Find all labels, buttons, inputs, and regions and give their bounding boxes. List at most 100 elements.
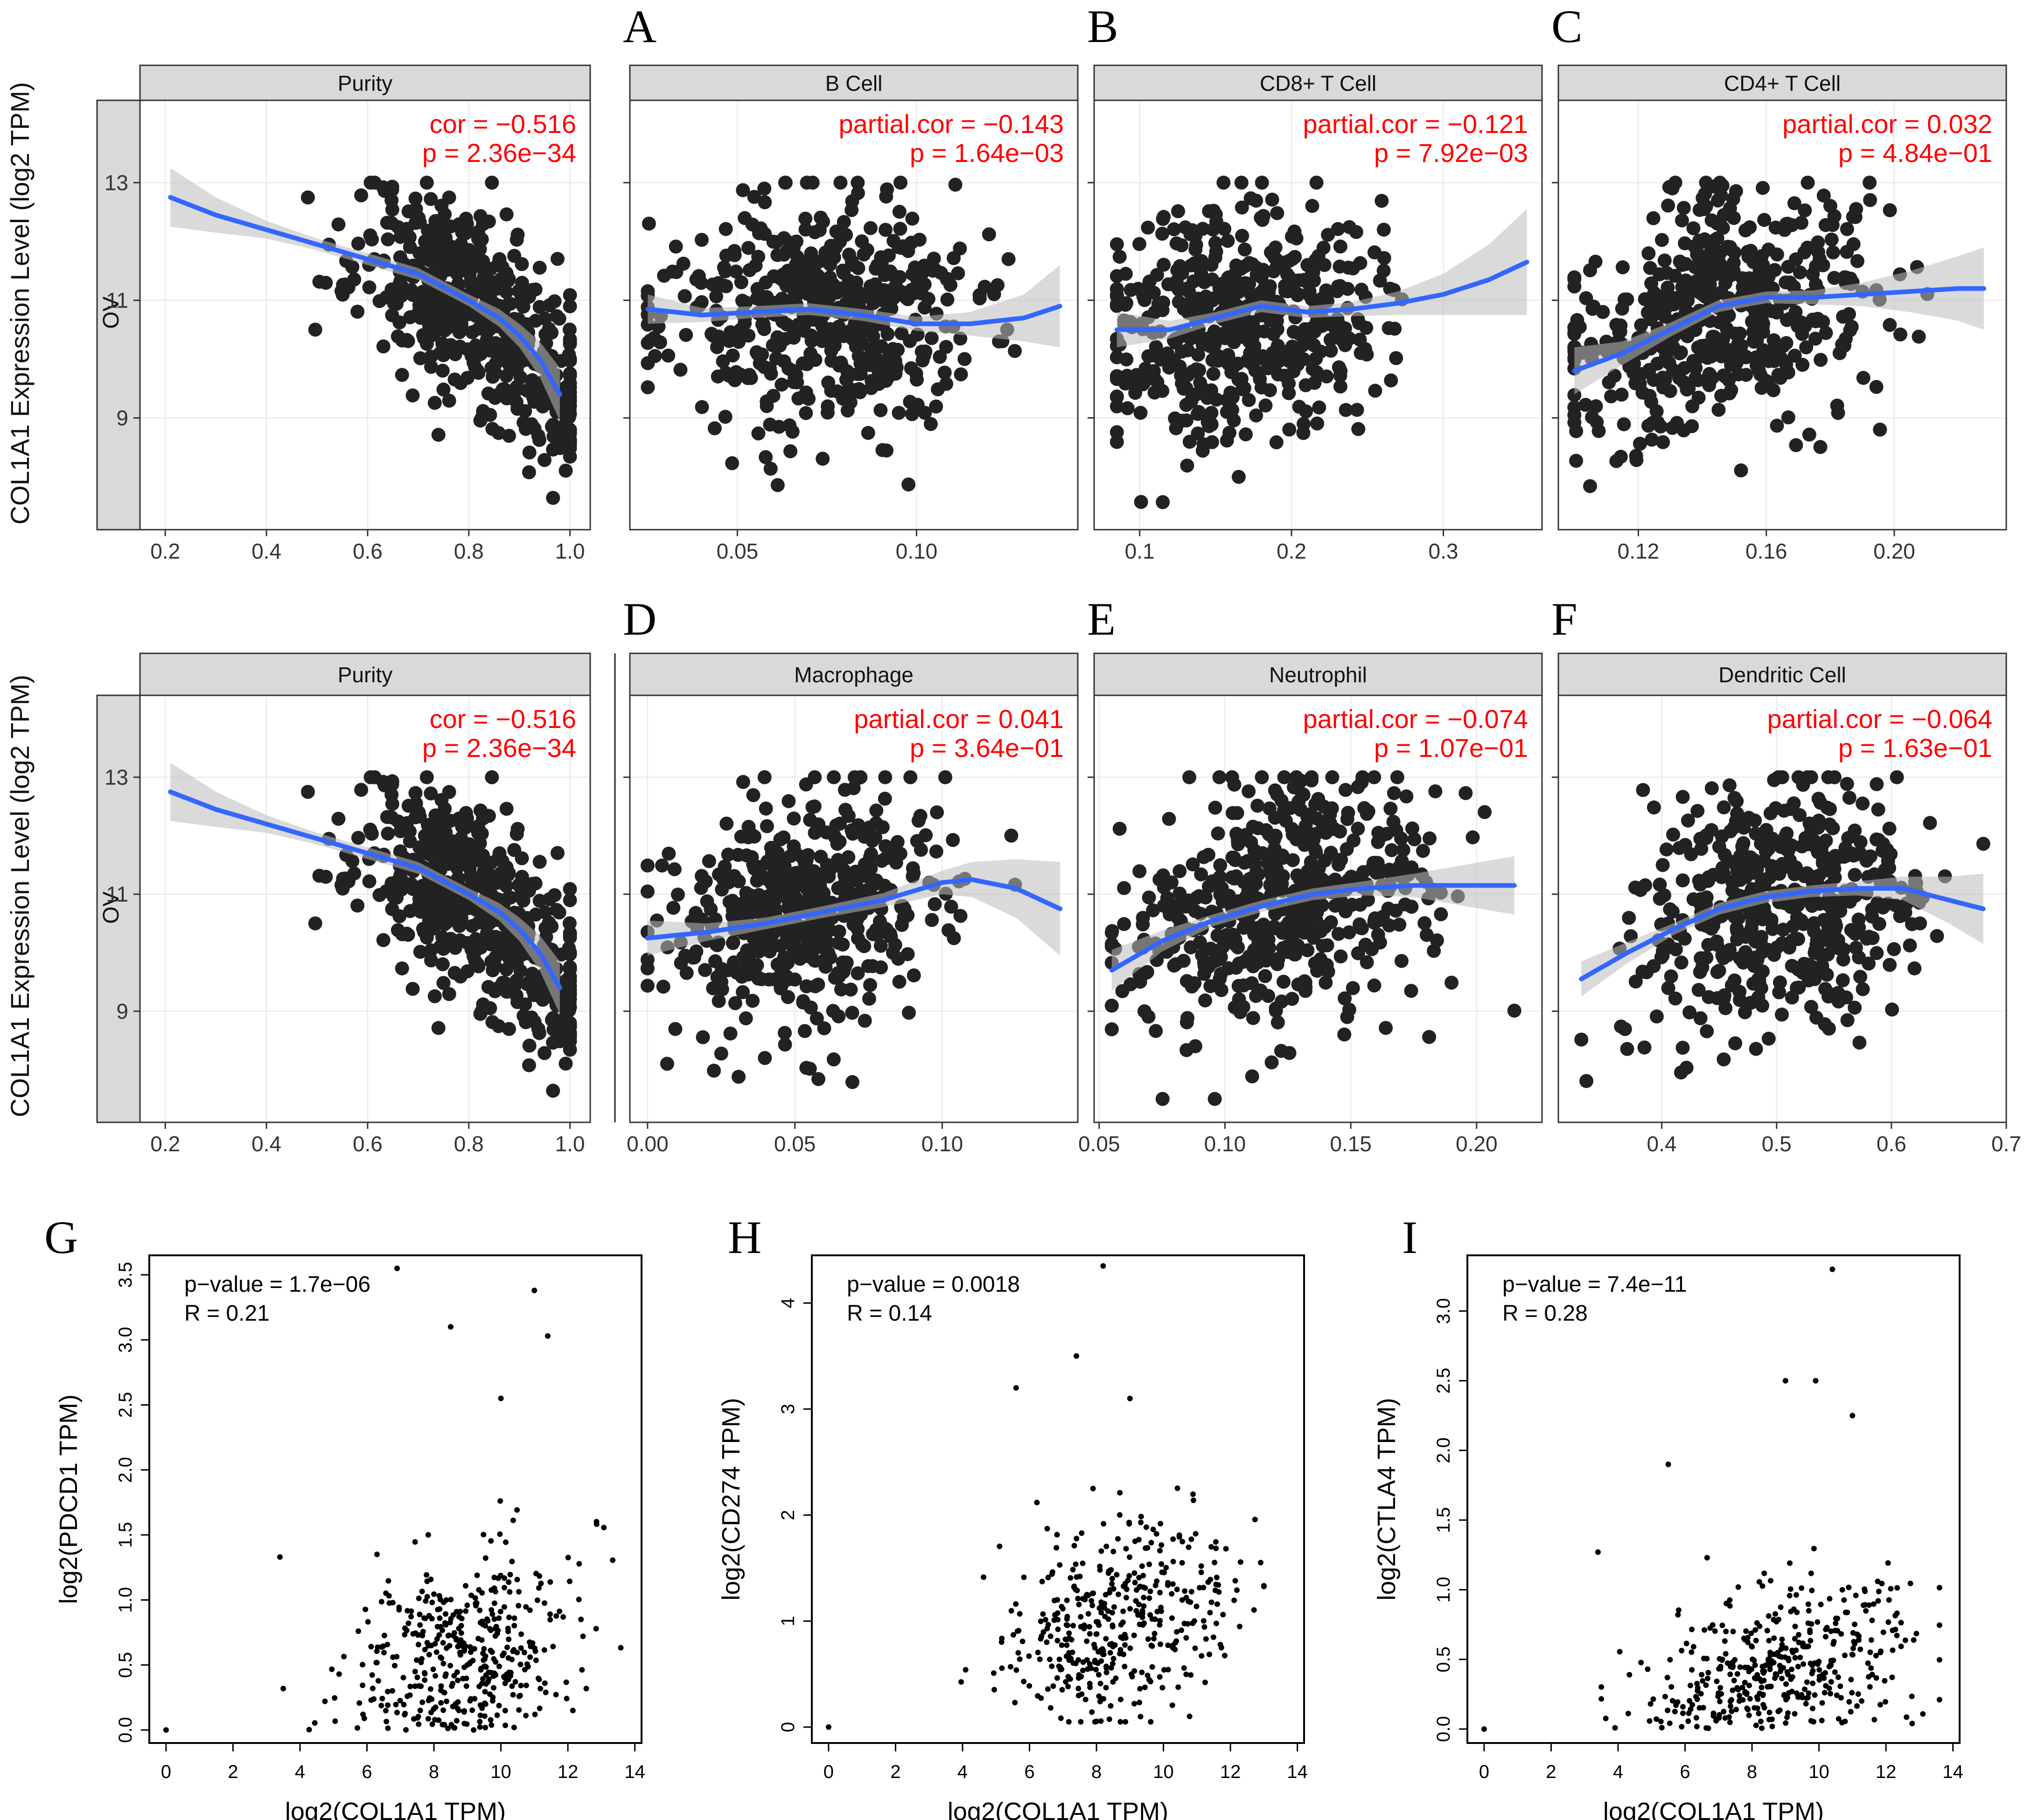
data-point bbox=[397, 1698, 403, 1704]
data-point bbox=[897, 910, 911, 925]
data-point bbox=[641, 284, 655, 299]
data-point bbox=[1747, 853, 1762, 868]
data-point bbox=[1186, 1714, 1193, 1719]
data-point bbox=[563, 434, 577, 448]
data-point bbox=[1779, 275, 1793, 290]
data-point bbox=[1264, 245, 1278, 259]
annotation-r-value: R = 0.21 bbox=[184, 1301, 270, 1326]
data-point bbox=[488, 1538, 494, 1544]
data-point bbox=[760, 394, 774, 409]
data-point bbox=[563, 969, 577, 984]
data-point bbox=[1840, 777, 1854, 791]
data-point bbox=[360, 1711, 366, 1717]
x-tick-label: 0.4 bbox=[1647, 1132, 1677, 1156]
data-point bbox=[1384, 373, 1398, 388]
data-point bbox=[817, 286, 831, 300]
data-point bbox=[886, 342, 900, 356]
data-point bbox=[1780, 217, 1795, 231]
data-point bbox=[1096, 1605, 1103, 1611]
data-point bbox=[1345, 897, 1359, 912]
data-point bbox=[1399, 789, 1414, 804]
data-point bbox=[740, 943, 754, 958]
data-point bbox=[1419, 928, 1434, 942]
data-point bbox=[807, 799, 822, 814]
data-point bbox=[416, 1683, 422, 1689]
x-tick-label: 0.05 bbox=[717, 539, 759, 563]
data-point bbox=[1761, 242, 1776, 257]
data-point bbox=[863, 978, 877, 992]
data-point bbox=[852, 382, 866, 396]
data-point bbox=[841, 809, 856, 823]
data-point bbox=[1870, 946, 1884, 960]
data-point bbox=[1070, 1567, 1076, 1573]
data-point bbox=[914, 843, 928, 857]
data-point bbox=[1276, 923, 1291, 938]
data-point bbox=[1264, 1055, 1279, 1070]
data-point bbox=[782, 794, 796, 808]
data-point bbox=[280, 1686, 286, 1692]
data-point bbox=[546, 1084, 560, 1098]
data-point bbox=[836, 263, 850, 278]
data-point bbox=[1633, 436, 1647, 451]
data-point bbox=[1096, 1649, 1102, 1655]
data-point bbox=[1770, 940, 1784, 955]
data-point bbox=[1161, 896, 1176, 911]
data-point bbox=[1148, 1540, 1154, 1546]
data-point bbox=[482, 1713, 488, 1719]
data-point bbox=[866, 329, 880, 343]
data-point bbox=[438, 899, 452, 914]
data-point bbox=[821, 375, 836, 390]
data-point bbox=[1579, 1074, 1593, 1088]
data-point bbox=[695, 869, 709, 883]
data-point bbox=[563, 926, 577, 940]
data-point bbox=[1080, 1561, 1086, 1566]
data-point bbox=[1830, 399, 1844, 413]
data-point bbox=[948, 177, 963, 192]
data-point bbox=[1139, 1669, 1145, 1675]
data-point bbox=[547, 294, 562, 308]
data-point bbox=[492, 1626, 498, 1631]
data-point bbox=[1661, 198, 1675, 213]
data-point bbox=[567, 1578, 572, 1584]
data-point bbox=[457, 818, 472, 832]
data-point bbox=[1808, 945, 1822, 960]
data-point bbox=[510, 1692, 516, 1698]
data-point bbox=[757, 182, 772, 196]
data-point bbox=[547, 888, 562, 903]
data-point bbox=[1785, 959, 1799, 973]
data-point bbox=[1333, 379, 1347, 394]
data-point bbox=[1140, 280, 1155, 294]
data-point bbox=[443, 1611, 448, 1617]
data-point bbox=[1428, 784, 1443, 798]
facet-title: CD8+ T Cell bbox=[1260, 71, 1376, 96]
data-point bbox=[501, 1604, 507, 1610]
data-point bbox=[1756, 181, 1770, 195]
data-point bbox=[1810, 869, 1825, 884]
data-point bbox=[929, 844, 943, 859]
data-point bbox=[1190, 259, 1204, 273]
data-point bbox=[1325, 770, 1340, 784]
data-point bbox=[640, 884, 655, 899]
data-point bbox=[1146, 903, 1160, 917]
data-point bbox=[787, 812, 801, 826]
data-point bbox=[641, 380, 655, 394]
data-point bbox=[1794, 216, 1808, 230]
data-point bbox=[1339, 403, 1353, 417]
data-point bbox=[511, 1615, 517, 1621]
data-point bbox=[1213, 1582, 1219, 1588]
data-point bbox=[1801, 240, 1815, 255]
data-point bbox=[1223, 1546, 1229, 1552]
data-point bbox=[823, 923, 837, 938]
data-point bbox=[1804, 836, 1818, 851]
data-point bbox=[462, 837, 477, 852]
x-tick-label: 0.2 bbox=[150, 1132, 180, 1156]
data-point bbox=[312, 274, 327, 289]
data-point bbox=[546, 490, 560, 505]
data-point bbox=[408, 191, 423, 206]
data-point bbox=[1353, 921, 1368, 935]
data-point bbox=[1843, 323, 1857, 337]
data-point bbox=[1255, 770, 1269, 784]
data-point bbox=[1719, 370, 1733, 385]
data-point bbox=[448, 1722, 454, 1728]
